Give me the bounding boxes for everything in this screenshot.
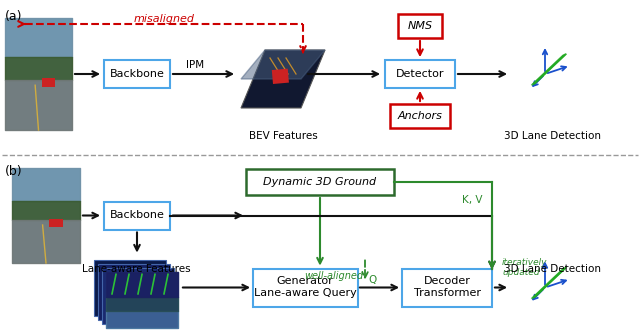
Bar — [49, 219, 63, 227]
FancyBboxPatch shape — [253, 268, 358, 306]
Text: Detector: Detector — [396, 69, 444, 79]
FancyBboxPatch shape — [104, 201, 170, 229]
Polygon shape — [241, 50, 325, 79]
Bar — [102, 267, 174, 323]
Text: iteratively
updated: iteratively updated — [502, 258, 547, 277]
Text: Transformer: Transformer — [413, 288, 481, 298]
Bar — [272, 69, 289, 84]
Text: NMS: NMS — [408, 21, 433, 31]
FancyBboxPatch shape — [402, 268, 492, 306]
Text: Lane-aware Features: Lane-aware Features — [82, 264, 190, 274]
Text: (b): (b) — [5, 165, 22, 178]
Text: Generator: Generator — [276, 275, 333, 285]
Bar — [5, 18, 72, 130]
Bar — [42, 79, 55, 88]
Text: misaligned: misaligned — [134, 14, 195, 24]
Text: 3D Lane Detection: 3D Lane Detection — [504, 131, 600, 141]
Text: (a): (a) — [5, 10, 22, 23]
Text: Backbone: Backbone — [109, 210, 164, 220]
Text: BEV Features: BEV Features — [248, 131, 317, 141]
FancyBboxPatch shape — [398, 14, 442, 38]
Text: IPM: IPM — [186, 60, 204, 70]
Bar — [94, 259, 166, 315]
Polygon shape — [241, 50, 325, 108]
Bar — [106, 271, 178, 327]
Text: Dynamic 3D Ground: Dynamic 3D Ground — [264, 177, 376, 187]
FancyBboxPatch shape — [104, 60, 170, 88]
Text: 3D Lane Detection: 3D Lane Detection — [504, 264, 600, 274]
FancyBboxPatch shape — [390, 104, 450, 128]
Text: well-aligned: well-aligned — [304, 271, 363, 281]
Text: K, V: K, V — [461, 195, 483, 205]
Text: Backbone: Backbone — [109, 69, 164, 79]
FancyBboxPatch shape — [385, 60, 455, 88]
Bar — [12, 168, 80, 263]
Text: Q: Q — [368, 275, 376, 285]
Text: Lane-aware Query: Lane-aware Query — [253, 288, 356, 298]
Text: Decoder: Decoder — [424, 275, 470, 285]
FancyBboxPatch shape — [246, 169, 394, 195]
Text: Anchors: Anchors — [397, 111, 442, 121]
Bar — [98, 263, 170, 319]
